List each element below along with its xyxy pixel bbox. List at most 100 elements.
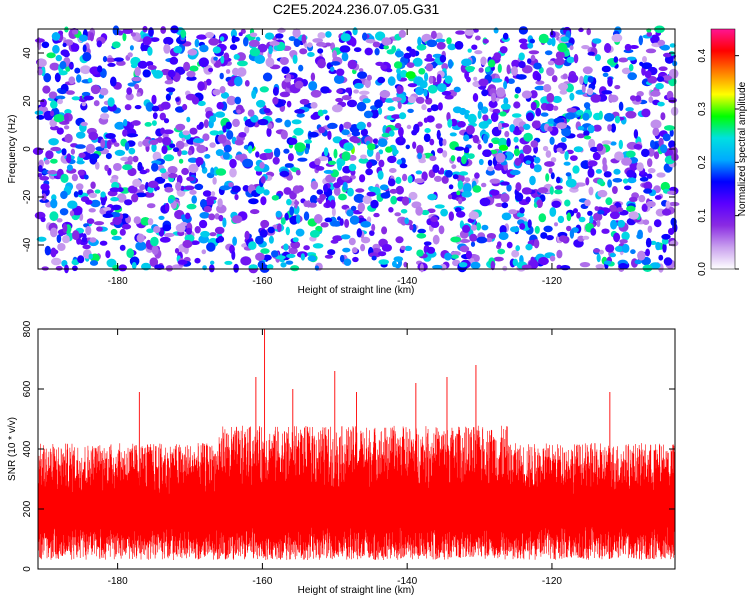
heatmap-cell: [596, 219, 601, 228]
heatmap-cell: [604, 43, 612, 53]
heatmap-cell: [336, 68, 345, 76]
heatmap-cell: [573, 146, 584, 153]
heatmap-cell: [533, 156, 541, 164]
heatmap-cell: [484, 66, 491, 73]
heatmap-cell: [392, 149, 399, 155]
heatmap-cell: [549, 136, 555, 145]
heatmap-cell: [560, 36, 570, 42]
heatmap-cell: [285, 226, 290, 236]
heatmap-cell: [283, 187, 292, 195]
heatmap-cell: [595, 169, 603, 174]
heatmap-cell: [381, 37, 392, 46]
heatmap-cell: [330, 220, 342, 227]
heatmap-cell: [597, 178, 604, 185]
heatmap-cell: [61, 148, 67, 156]
y-tick-label: 0: [22, 566, 33, 572]
heatmap-cell: [473, 254, 480, 262]
heatmap-cell: [452, 106, 463, 114]
heatmap-cell: [576, 133, 586, 139]
colorbar: 0.0 0.1 0.2 0.3 0.4 Normalized spectral ampl…: [697, 28, 748, 276]
heatmap-cell: [653, 219, 662, 228]
heatmap-cell: [131, 193, 139, 203]
heatmap-cell: [627, 56, 637, 61]
heatmap-cell: [100, 106, 109, 113]
heatmap-cell: [502, 32, 509, 40]
heatmap-cell: [292, 54, 298, 64]
heatmap-cell: [186, 227, 192, 235]
heatmap-cell: [186, 176, 195, 182]
heatmap-cell: [493, 27, 499, 34]
heatmap-cell: [83, 174, 89, 180]
heatmap-cell: [358, 68, 364, 73]
heatmap-cell: [344, 218, 350, 228]
heatmap-cell: [501, 212, 512, 221]
heatmap-cell: [513, 148, 520, 157]
heatmap-cell: [314, 265, 319, 271]
heatmap-cell: [122, 28, 133, 34]
heatmap-cell: [613, 232, 621, 243]
heatmap-cell: [487, 166, 494, 172]
heatmap-cell: [375, 151, 381, 162]
heatmap-cell: [381, 244, 392, 252]
heatmap-cell: [401, 196, 410, 206]
heatmap-cell: [39, 198, 50, 203]
heatmap-cell: [107, 97, 115, 107]
heatmap-cell: [607, 179, 612, 188]
heatmap-cell: [488, 142, 494, 149]
heatmap-cell: [569, 92, 575, 101]
heatmap-cell: [56, 234, 62, 243]
heatmap-cell: [229, 158, 237, 169]
heatmap-cell: [465, 125, 475, 135]
heatmap-cell: [661, 233, 671, 240]
heatmap-cell: [543, 84, 552, 93]
y-tick-label: 200: [22, 500, 33, 517]
heatmap-cell: [512, 258, 518, 267]
heatmap-cell: [50, 110, 55, 117]
heatmap-cell: [218, 130, 224, 136]
heatmap-cell: [219, 72, 224, 80]
heatmap-cell: [472, 93, 479, 102]
heatmap-cell: [284, 119, 292, 128]
heatmap-cell: [299, 98, 310, 105]
heatmap-cell: [470, 224, 477, 231]
heatmap-cell: [394, 212, 402, 217]
heatmap-cell: [499, 111, 507, 117]
heatmap-cell: [194, 183, 204, 190]
heatmap-cell: [534, 225, 540, 234]
heatmap-cell: [188, 163, 199, 173]
heatmap-cell: [273, 147, 281, 158]
heatmap-cell: [438, 137, 444, 147]
heatmap-cell: [72, 230, 80, 241]
heatmap-cell: [556, 176, 561, 184]
heatmap-cell: [151, 94, 157, 105]
heatmap-cell: [467, 113, 477, 124]
heatmap-cell: [648, 96, 654, 103]
heatmap-cell: [131, 77, 142, 82]
heatmap-cell: [458, 171, 469, 176]
heatmap-cell: [317, 156, 329, 162]
heatmap-cell: [50, 100, 58, 109]
heatmap-cell: [283, 243, 289, 251]
heatmap-cell: [475, 222, 482, 231]
heatmap-cell: [167, 69, 176, 78]
heatmap-cell: [381, 226, 388, 235]
heatmap-cell: [196, 34, 208, 40]
heatmap-cell: [113, 142, 120, 147]
heatmap-cell: [330, 61, 341, 66]
heatmap-cell: [646, 173, 653, 179]
colorbar-tick-label: 0.2: [697, 155, 708, 169]
heatmap-cell: [390, 195, 398, 205]
heatmap-cell: [194, 257, 201, 264]
heatmap-cell: [656, 172, 666, 178]
y-tick-label: 0: [22, 146, 33, 152]
heatmap-cell: [579, 262, 591, 268]
heatmap-cell: [391, 97, 402, 102]
heatmap-cell: [159, 112, 166, 121]
heatmap-cell: [150, 37, 160, 42]
heatmap-cell: [75, 144, 86, 149]
heatmap-cell: [186, 203, 197, 210]
heatmap-cell: [511, 113, 522, 118]
heatmap-cell: [612, 186, 618, 194]
heatmap-cell: [634, 95, 642, 102]
heatmap-cell: [163, 118, 170, 124]
